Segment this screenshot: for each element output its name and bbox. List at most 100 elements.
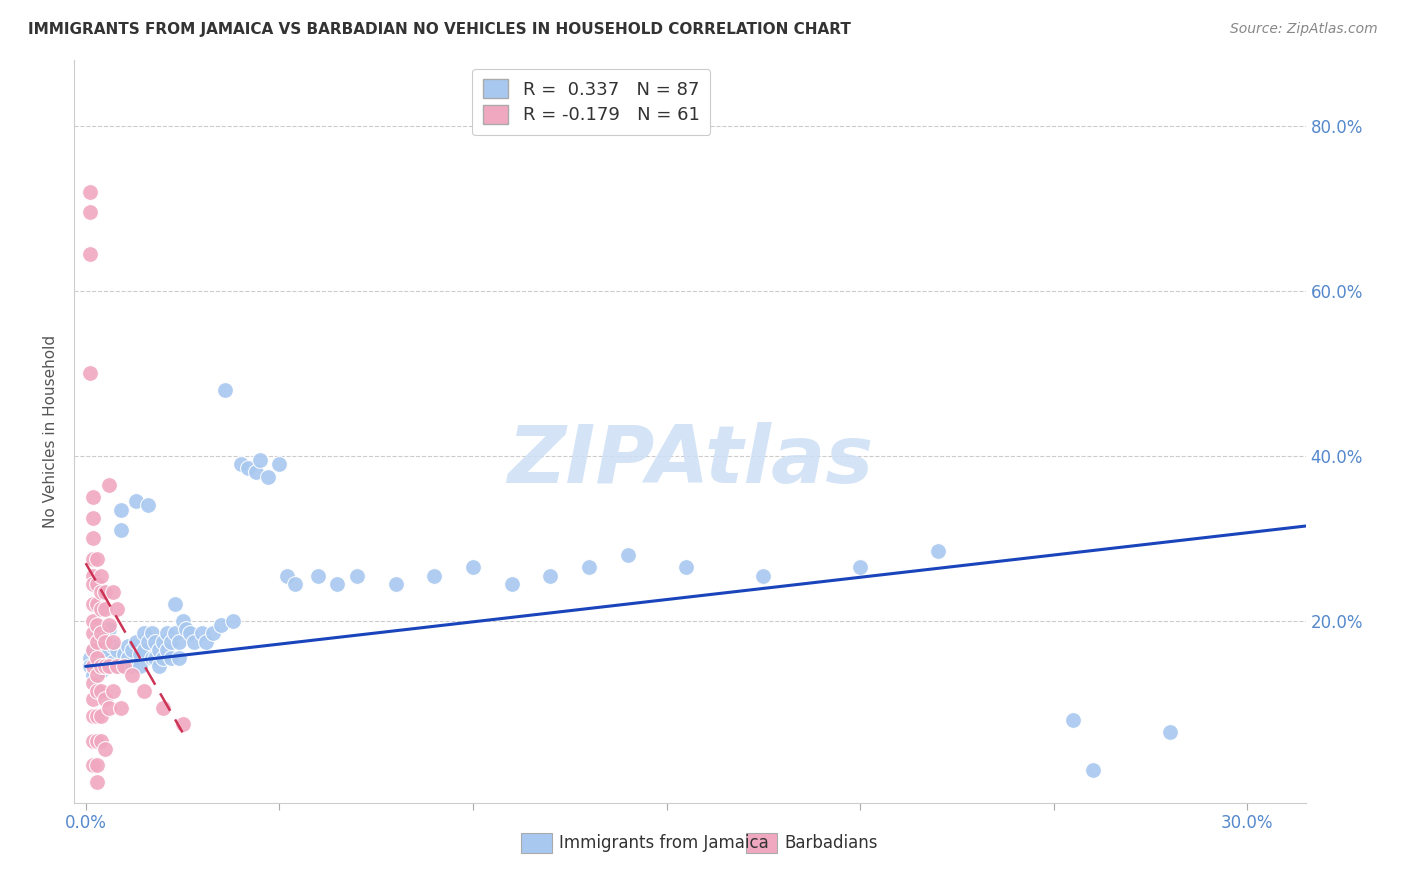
Point: [94, 659, 117, 673]
Point: [79, 246, 101, 260]
Point: [97, 659, 120, 673]
Point: [238, 461, 260, 475]
Point: [82, 643, 104, 657]
Point: [132, 643, 155, 657]
Point: [172, 614, 194, 628]
Point: [101, 639, 124, 653]
Point: [346, 568, 368, 582]
Text: Immigrants from Jamaica: Immigrants from Jamaica: [560, 834, 769, 852]
Y-axis label: No Vehicles in Household: No Vehicles in Household: [44, 334, 58, 528]
Point: [245, 466, 267, 480]
Point: [384, 577, 406, 591]
Point: [167, 634, 190, 648]
Point: [86, 733, 108, 747]
Point: [86, 659, 108, 673]
Point: [110, 700, 132, 714]
Point: [101, 634, 124, 648]
Point: [90, 601, 112, 615]
Point: [202, 626, 225, 640]
Point: [79, 659, 101, 673]
Point: [82, 643, 104, 657]
Point: [326, 577, 349, 591]
Point: [90, 659, 112, 673]
Point: [110, 502, 132, 516]
Point: [1081, 763, 1104, 777]
Point: [129, 647, 152, 661]
Point: [114, 647, 136, 661]
Point: [79, 367, 101, 381]
Point: [269, 457, 291, 471]
Point: [136, 634, 159, 648]
Point: [86, 709, 108, 723]
Point: [121, 643, 143, 657]
Point: [82, 709, 104, 723]
Point: [125, 494, 148, 508]
Point: [927, 543, 949, 558]
Point: [94, 634, 117, 648]
Point: [90, 684, 112, 698]
Point: [167, 651, 190, 665]
Point: [82, 598, 104, 612]
Point: [97, 618, 120, 632]
Point: [194, 634, 217, 648]
Point: [97, 700, 120, 714]
Point: [86, 758, 108, 772]
Point: [578, 560, 600, 574]
Point: [79, 651, 101, 665]
Point: [1159, 725, 1181, 739]
Point: [86, 684, 108, 698]
Point: [90, 664, 112, 678]
Text: Barbadians: Barbadians: [785, 834, 877, 852]
Point: [145, 634, 167, 648]
Point: [94, 659, 117, 673]
Point: [86, 639, 108, 653]
Point: [86, 651, 108, 665]
Point: [160, 634, 183, 648]
Point: [163, 626, 186, 640]
Text: Source: ZipAtlas.com: Source: ZipAtlas.com: [1230, 22, 1378, 37]
Point: [86, 618, 108, 632]
Point: [163, 598, 186, 612]
Point: [86, 775, 108, 789]
Point: [461, 560, 484, 574]
Point: [90, 585, 112, 599]
Point: [132, 684, 155, 698]
Point: [307, 568, 329, 582]
Point: [141, 626, 163, 640]
Point: [1062, 713, 1084, 727]
Point: [82, 626, 104, 640]
Point: [94, 631, 117, 645]
Point: [101, 655, 124, 669]
Point: [121, 659, 143, 673]
Point: [675, 560, 697, 574]
Point: [105, 659, 128, 673]
Point: [148, 643, 170, 657]
Point: [538, 568, 561, 582]
Point: [152, 651, 174, 665]
Point: [90, 733, 112, 747]
Point: [97, 659, 120, 673]
Point: [86, 651, 108, 665]
Point: [117, 639, 139, 653]
Point: [90, 709, 112, 723]
Point: [82, 692, 104, 706]
Point: [105, 601, 128, 615]
Point: [129, 659, 152, 673]
Point: [501, 577, 523, 591]
Point: [94, 585, 117, 599]
Point: [86, 598, 108, 612]
Point: [152, 634, 174, 648]
Point: [82, 733, 104, 747]
Point: [82, 676, 104, 690]
Point: [114, 659, 136, 673]
Point: [148, 659, 170, 673]
Point: [97, 622, 120, 636]
Point: [191, 626, 214, 640]
Point: [97, 477, 120, 491]
Point: [152, 700, 174, 714]
Point: [90, 634, 112, 648]
Text: IMMIGRANTS FROM JAMAICA VS BARBADIAN NO VEHICLES IN HOUSEHOLD CORRELATION CHART: IMMIGRANTS FROM JAMAICA VS BARBADIAN NO …: [28, 22, 851, 37]
Point: [229, 457, 252, 471]
Point: [209, 618, 232, 632]
Point: [82, 577, 104, 591]
